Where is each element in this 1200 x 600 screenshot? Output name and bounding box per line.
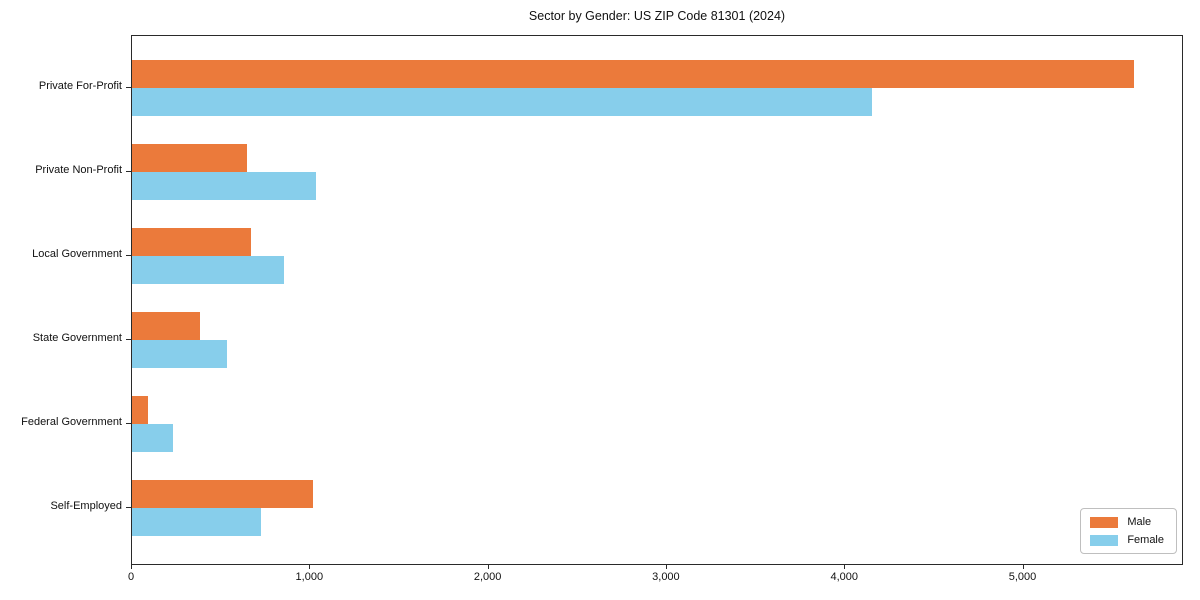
- x-tick-mark: [309, 565, 311, 569]
- legend-entry-female: Female: [1090, 534, 1164, 546]
- legend-label-male: Male: [1127, 516, 1152, 528]
- bar-female-local-government: [132, 256, 285, 284]
- bar-male-federal-government: [132, 396, 149, 424]
- x-tick-mark: [487, 565, 489, 569]
- x-tick-label: 5,000: [1008, 571, 1037, 583]
- y-axis-label: Self-Employed: [50, 500, 122, 512]
- bar-female-federal-government: [132, 424, 174, 452]
- bar-female-private-non-profit: [132, 172, 317, 200]
- y-axis-label: Local Government: [32, 248, 122, 260]
- x-tick-label: 2,000: [473, 571, 502, 583]
- y-axis-label: Federal Government: [21, 416, 122, 428]
- y-axis-label: State Government: [32, 332, 122, 344]
- plot-area: Male Female: [131, 35, 1183, 565]
- legend-entry-male: Male: [1090, 516, 1164, 528]
- bar-male-private-non-profit: [132, 144, 247, 172]
- y-tick-mark: [126, 339, 131, 340]
- bar-male-state-government: [132, 312, 200, 340]
- y-axis-label: Private Non-Profit: [35, 164, 122, 176]
- legend: Male Female: [1080, 508, 1177, 554]
- x-tick-mark: [1022, 565, 1024, 569]
- y-tick-mark: [126, 87, 131, 88]
- bar-male-local-government: [132, 228, 252, 256]
- x-tick-label: 1,000: [295, 571, 324, 583]
- x-tick-mark: [131, 565, 132, 569]
- y-tick-mark: [126, 423, 131, 424]
- y-tick-mark: [126, 171, 131, 172]
- legend-swatch-female: [1090, 534, 1119, 546]
- bar-female-private-for-profit: [132, 88, 873, 116]
- bar-male-self-employed: [132, 480, 313, 508]
- x-tick-label: 4,000: [830, 571, 858, 583]
- x-tick-mark: [844, 565, 846, 569]
- y-axis-label: Private For-Profit: [38, 80, 122, 92]
- bar-male-private-for-profit: [132, 60, 1134, 88]
- bar-female-state-government: [132, 340, 227, 368]
- x-tick-mark: [665, 565, 667, 569]
- bar-female-self-employed: [132, 508, 262, 536]
- x-tick-label: 0: [127, 571, 135, 583]
- y-tick-mark: [126, 507, 131, 508]
- chart-title: Sector by Gender: US ZIP Code 81301 (202…: [528, 9, 786, 23]
- legend-label-female: Female: [1127, 534, 1164, 546]
- legend-swatch-male: [1090, 516, 1119, 528]
- y-tick-mark: [126, 255, 131, 256]
- x-tick-label: 3,000: [652, 571, 680, 583]
